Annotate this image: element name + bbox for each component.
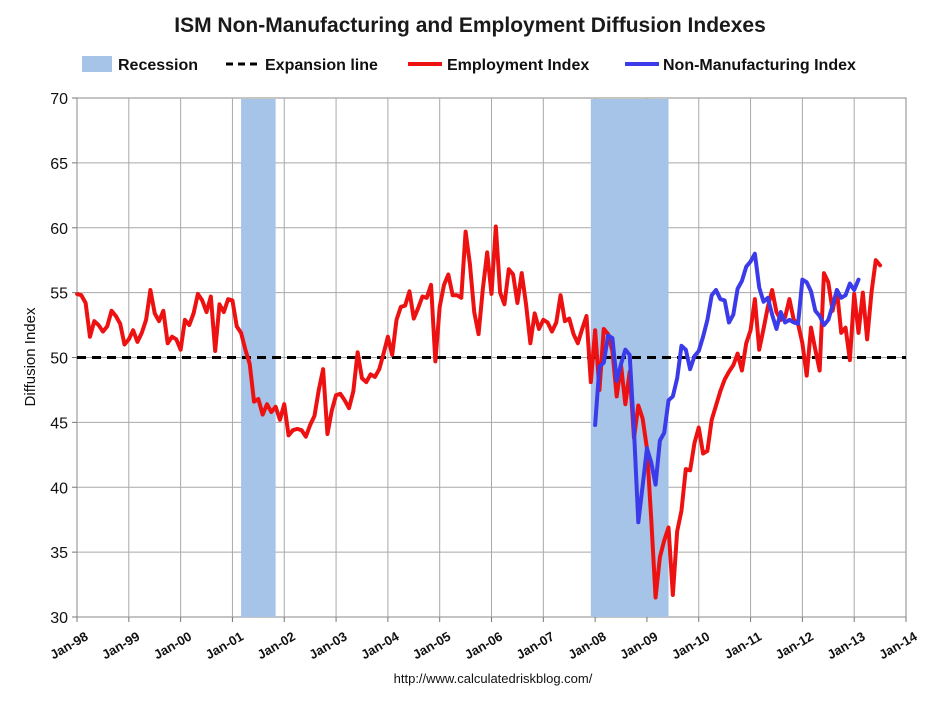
x-tick-label: Jan-09 — [617, 629, 660, 663]
x-tick-label: Jan-01 — [203, 629, 246, 663]
x-tick-label: Jan-07 — [514, 629, 557, 663]
y-tick-label: 45 — [50, 415, 68, 432]
x-tick-label: Jan-04 — [358, 628, 402, 662]
legend-label: Expansion line — [265, 57, 378, 74]
x-tick-label: Jan-05 — [410, 629, 453, 663]
x-tick-label: Jan-13 — [825, 629, 868, 663]
legend-label: Non-Manufacturing Index — [663, 57, 856, 74]
y-axis-ticks: 30 35 40 45 50 55 60 65 70 — [50, 91, 77, 627]
x-tick-label: Jan-08 — [565, 629, 608, 663]
y-tick-label: 65 — [50, 156, 68, 173]
y-tick-label: 35 — [50, 545, 68, 562]
employment-indexline — [75, 224, 883, 600]
y-tick-label: 50 — [50, 351, 68, 368]
y-tick-label: 30 — [50, 610, 68, 627]
x-tick-label: Jan-14 — [876, 628, 920, 662]
legend: Recession Expansion line Employment Index N… — [82, 56, 856, 74]
series-layer — [75, 224, 883, 600]
y-tick-label: 60 — [50, 221, 68, 238]
x-tick-label: Jan-99 — [99, 629, 142, 663]
y-tick-label: 55 — [50, 286, 68, 303]
x-tick-label: Jan-98 — [47, 629, 90, 663]
x-tick-label: Jan-11 — [722, 629, 765, 662]
legend-label: Employment Index — [447, 57, 589, 74]
y-axis-label: Diffusion Index — [22, 307, 39, 406]
x-tick-label: Jan-00 — [151, 629, 194, 663]
y-tick-label: 40 — [50, 480, 68, 497]
non-manufacturing-indexline — [593, 251, 861, 525]
x-tick-label: Jan-10 — [669, 629, 712, 663]
chart-title: ISM Non-Manufacturing and Employment Dif… — [174, 14, 766, 37]
y-tick-label: 70 — [50, 91, 68, 108]
x-tick-label: Jan-02 — [255, 629, 298, 663]
x-axis-ticks: Jan-98 Jan-99 Jan-00 Jan-01 Jan-02 Jan-03 Jan-… — [47, 617, 920, 662]
source-url: http://www.calculatedriskblog.com/ — [394, 671, 593, 686]
legend-swatch-recession — [82, 56, 112, 72]
legend-label: Recession — [118, 57, 198, 74]
x-tick-label: Jan-12 — [773, 629, 816, 663]
x-tick-label: Jan-06 — [462, 629, 505, 663]
x-tick-label: Jan-03 — [306, 629, 349, 663]
